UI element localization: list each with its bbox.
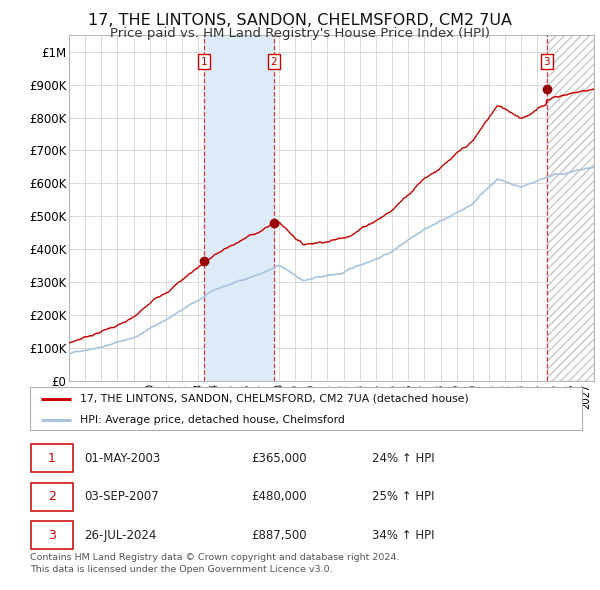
Text: 3: 3 [544, 57, 550, 67]
Text: £480,000: £480,000 [251, 490, 307, 503]
Bar [547, 35, 594, 381]
Text: 03-SEP-2007: 03-SEP-2007 [84, 490, 159, 503]
Text: 25% ↑ HPI: 25% ↑ HPI [372, 490, 435, 503]
Text: 2: 2 [48, 490, 56, 503]
Text: 17, THE LINTONS, SANDON, CHELMSFORD, CM2 7UA: 17, THE LINTONS, SANDON, CHELMSFORD, CM2… [88, 13, 512, 28]
Text: HPI: Average price, detached house, Chelmsford: HPI: Average price, detached house, Chel… [80, 415, 344, 425]
Text: 01-MAY-2003: 01-MAY-2003 [84, 452, 160, 465]
Text: £887,500: £887,500 [251, 529, 307, 542]
Text: Price paid vs. HM Land Registry's House Price Index (HPI): Price paid vs. HM Land Registry's House … [110, 27, 490, 40]
Text: 34% ↑ HPI: 34% ↑ HPI [372, 529, 435, 542]
FancyBboxPatch shape [31, 522, 73, 549]
FancyBboxPatch shape [31, 444, 73, 472]
FancyBboxPatch shape [31, 483, 73, 511]
Bar [204, 35, 274, 381]
Text: 3: 3 [48, 529, 56, 542]
Text: £365,000: £365,000 [251, 452, 307, 465]
Text: 26-JUL-2024: 26-JUL-2024 [84, 529, 157, 542]
Bar [547, 35, 594, 381]
Text: 24% ↑ HPI: 24% ↑ HPI [372, 452, 435, 465]
Text: 1: 1 [201, 57, 208, 67]
Text: 2: 2 [271, 57, 277, 67]
Text: 1: 1 [48, 452, 56, 465]
Text: Contains HM Land Registry data © Crown copyright and database right 2024.
This d: Contains HM Land Registry data © Crown c… [30, 553, 400, 574]
Text: 17, THE LINTONS, SANDON, CHELMSFORD, CM2 7UA (detached house): 17, THE LINTONS, SANDON, CHELMSFORD, CM2… [80, 394, 469, 404]
